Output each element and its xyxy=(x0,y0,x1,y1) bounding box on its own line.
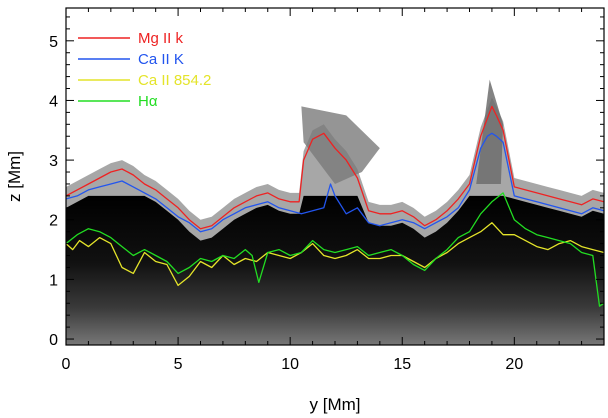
y-tick-label: 5 xyxy=(49,34,58,51)
series-line-3 xyxy=(66,192,604,307)
image-blob xyxy=(301,106,380,184)
series-line-2 xyxy=(66,222,604,287)
legend: Mg II k Ca II K Ca II 854.2 Hα xyxy=(78,30,211,110)
y-tick-label: 3 xyxy=(49,153,58,170)
series-line-1 xyxy=(66,132,604,233)
series-layer xyxy=(66,105,604,307)
axis-tick-labels: 0 5 10 15 20 0 1 2 3 4 5 xyxy=(49,34,523,373)
x-tick-label: 5 xyxy=(174,356,183,373)
x-axis-label: y [Mm] xyxy=(310,395,361,414)
image-spike xyxy=(476,79,504,184)
y-tick-label: 0 xyxy=(49,332,58,349)
y-tick-label: 1 xyxy=(49,272,58,289)
y-tick-label: 4 xyxy=(49,93,58,110)
legend-label: Ca II 854.2 xyxy=(138,72,211,89)
y-axis-label: z [Mm] xyxy=(5,151,24,202)
series-line-0 xyxy=(66,105,604,230)
simulation-image xyxy=(66,79,604,345)
x-tick-label: 20 xyxy=(505,356,523,373)
legend-label: Ca II K xyxy=(138,51,184,68)
y-tick-label: 2 xyxy=(49,213,58,230)
x-tick-label: 15 xyxy=(393,356,411,373)
legend-label: Mg II k xyxy=(138,30,184,47)
legend-label: Hα xyxy=(138,93,158,110)
x-tick-label: 0 xyxy=(62,356,71,373)
x-tick-label: 10 xyxy=(281,356,299,373)
axis-ticks xyxy=(65,8,605,345)
image-dense-layer xyxy=(66,195,604,345)
